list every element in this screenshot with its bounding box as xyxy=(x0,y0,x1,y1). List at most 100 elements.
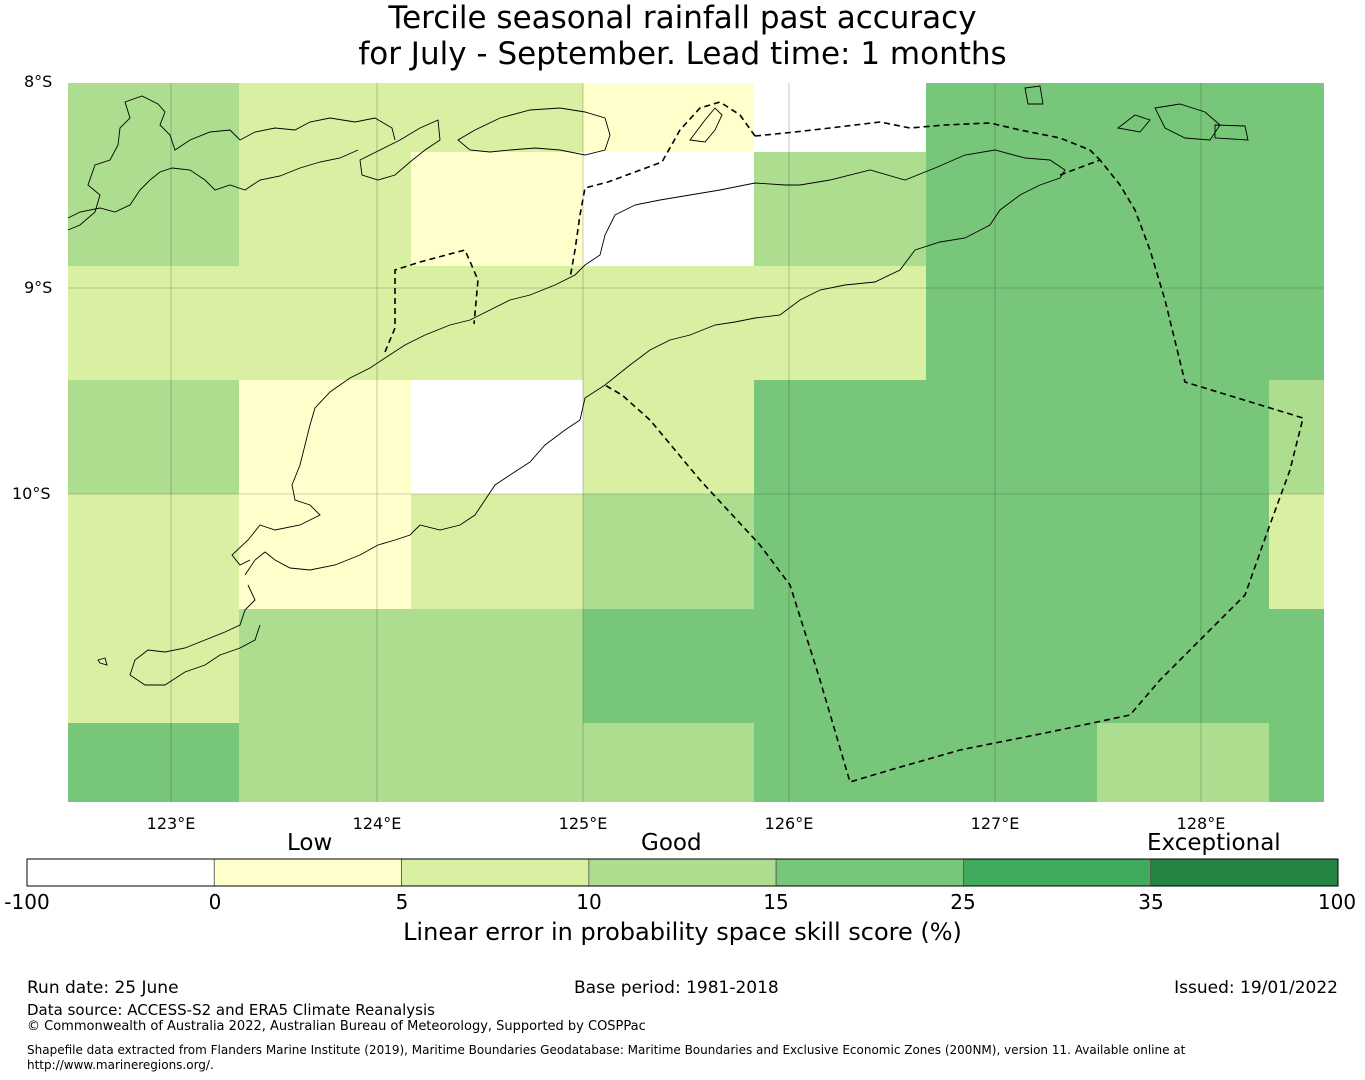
colorbar-tick: 35 xyxy=(1138,890,1164,914)
lat-label-10s: 10°S xyxy=(12,484,51,503)
coast-wetar xyxy=(457,107,611,156)
colorbar-tick: 100 xyxy=(1317,890,1357,914)
colorbar-outline xyxy=(26,858,1339,887)
colorbar-tick: 0 xyxy=(208,890,222,914)
grid-cell xyxy=(239,494,411,609)
grid-cell xyxy=(1097,494,1269,609)
grid-cell xyxy=(926,609,1097,723)
grid-cell xyxy=(583,723,754,802)
data-source: Data source: ACCESS-S2 and ERA5 Climate … xyxy=(27,1001,435,1019)
coast-alor xyxy=(359,119,441,181)
eez-timor-leste-west xyxy=(569,101,756,279)
grid-cell xyxy=(1097,609,1269,723)
legend-category-good: Good xyxy=(641,830,702,856)
grid-cell xyxy=(1269,83,1324,152)
grid-cell xyxy=(68,723,239,802)
graticule xyxy=(68,83,1324,802)
issued-date: Issued: 19/01/2022 xyxy=(1174,978,1338,998)
grid-cell xyxy=(754,609,926,723)
run-date: Run date: 25 June xyxy=(27,978,179,998)
grid-cell xyxy=(1269,152,1324,266)
colorbar-segment xyxy=(401,858,590,887)
coast-flores-alor xyxy=(67,95,396,231)
coast-timor-west xyxy=(231,357,386,566)
grid-cell xyxy=(239,723,411,802)
grid-cell xyxy=(239,152,411,266)
colorbar-segment xyxy=(775,858,964,887)
shapefile-credit: Shapefile data extracted from Flanders M… xyxy=(27,1043,1186,1072)
coast-timor-north xyxy=(384,149,1066,421)
colorbar xyxy=(26,858,1339,887)
grid-cell xyxy=(754,152,926,266)
grid-cell xyxy=(239,83,411,152)
grid-cell xyxy=(926,152,1097,266)
grid-cell xyxy=(754,494,926,609)
lon-label-123e: 123°E xyxy=(146,814,196,833)
grid-cell xyxy=(583,609,754,723)
lat-label-8s: 8°S xyxy=(24,72,53,91)
grid-cell xyxy=(1097,152,1269,266)
coast-islets-ne xyxy=(1024,85,1249,141)
grid-cell xyxy=(411,152,583,266)
eez-timor-leste-east xyxy=(602,159,1304,783)
grid-cell xyxy=(1097,723,1269,802)
lon-label-126e: 126°E xyxy=(764,814,814,833)
grid-cell xyxy=(68,266,239,380)
grid-cell xyxy=(926,494,1097,609)
grid-cell xyxy=(754,266,926,380)
colorbar-tick: 10 xyxy=(576,890,602,914)
grid-cell xyxy=(68,83,239,152)
coast-rote xyxy=(129,584,261,686)
coastlines xyxy=(67,85,1249,686)
grid-cell xyxy=(411,266,583,380)
colorbar-segment xyxy=(213,858,402,887)
grid-cell xyxy=(926,723,1097,802)
skill-grid xyxy=(68,83,1324,802)
grid-cell xyxy=(926,83,1097,152)
grid-cell xyxy=(239,609,411,723)
lon-label-127e: 127°E xyxy=(970,814,1020,833)
eez-boundaries xyxy=(384,101,1304,783)
lon-label-125e: 125°E xyxy=(558,814,608,833)
grid-cell xyxy=(68,609,239,723)
lat-label-9s: 9°S xyxy=(24,278,53,297)
colorbar-tick: 25 xyxy=(950,890,976,914)
colorbar-segment xyxy=(963,858,1152,887)
grid-cell xyxy=(411,609,583,723)
coast-timor-south xyxy=(244,419,581,576)
grid-cell xyxy=(1269,380,1324,494)
grid-cell xyxy=(583,152,754,266)
grid-cell xyxy=(411,494,583,609)
map-title: Tercile seasonal rainfall past accuracy … xyxy=(0,0,1365,72)
grid-cell xyxy=(411,723,583,802)
grid-cell xyxy=(1269,723,1324,802)
eez-timor-leste-north xyxy=(754,121,1101,161)
colorbar-segment xyxy=(1150,858,1339,887)
grid-cell xyxy=(1097,83,1269,152)
colorbar-segment xyxy=(588,858,777,887)
title-line-1: Tercile seasonal rainfall past accuracy xyxy=(388,0,977,36)
lon-label-124e: 124°E xyxy=(352,814,402,833)
grid-cell xyxy=(1097,380,1269,494)
colorbar-tick: 5 xyxy=(395,890,409,914)
grid-cell xyxy=(583,380,754,494)
grid-cell xyxy=(1269,609,1324,723)
title-line-2: for July - September. Lead time: 1 month… xyxy=(358,36,1007,72)
colorbar-tick: -100 xyxy=(4,890,50,914)
eez-oecusse xyxy=(384,249,479,353)
base-period: Base period: 1981-2018 xyxy=(574,978,779,998)
legend-category-low: Low xyxy=(287,830,333,856)
colorbar-title: Linear error in probability space skill … xyxy=(403,918,962,946)
grid-cell xyxy=(926,266,1097,380)
copyright: © Commonwealth of Australia 2022, Austra… xyxy=(27,1019,646,1034)
grid-cell xyxy=(583,83,754,152)
grid-cell xyxy=(926,380,1097,494)
grid-cell xyxy=(68,380,239,494)
grid-cell xyxy=(1269,266,1324,380)
coast-atauro xyxy=(689,107,723,143)
grid-cell xyxy=(583,494,754,609)
grid-cell xyxy=(68,494,239,609)
lon-label-128e: 128°E xyxy=(1176,814,1226,833)
grid-cell xyxy=(754,83,926,152)
